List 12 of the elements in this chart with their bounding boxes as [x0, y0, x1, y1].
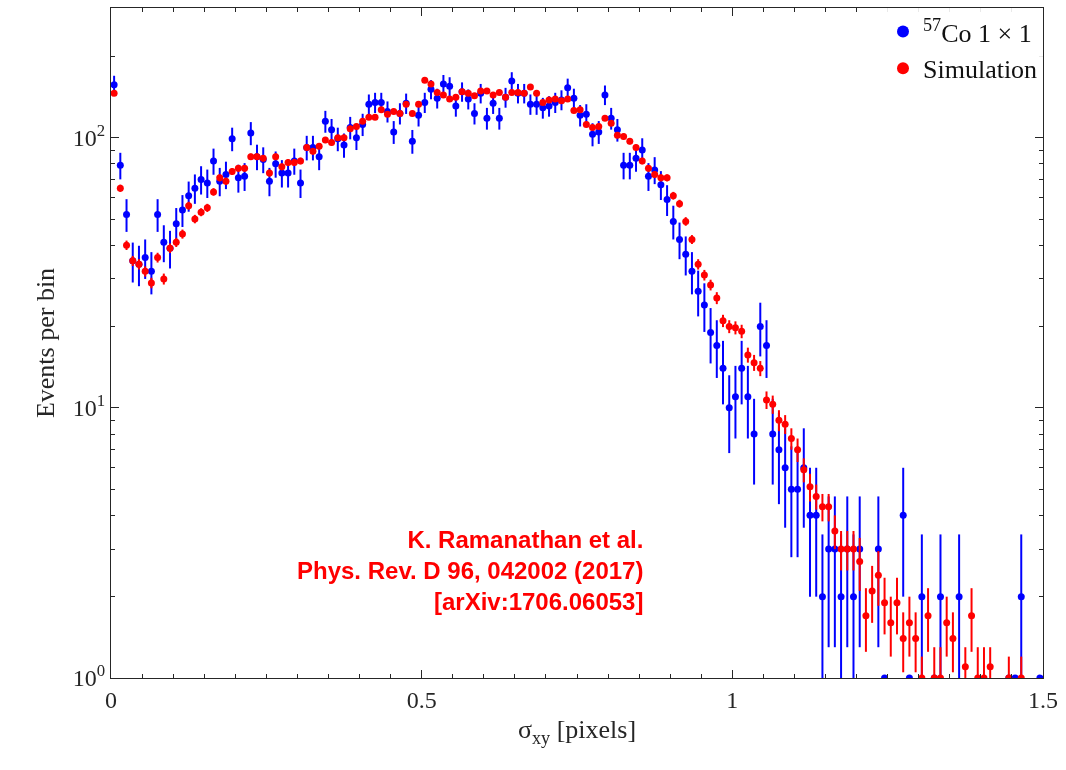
x-tick-label: 1	[726, 686, 739, 713]
legend-label: Simulation	[923, 55, 1038, 85]
y-axis-title: Events per bin	[31, 267, 61, 419]
annotation: K. Ramanathan et al. Phys. Rev. D 96, 042002 (2017) [arXiv:1706.06053]	[297, 526, 644, 616]
y-tick-label: 10$^{2}$	[72, 121, 106, 152]
legend-label: $^{57}$Co 1 × 1	[923, 14, 1032, 48]
x-tick-label: 0	[105, 686, 117, 713]
y-tick-label: 10$^{0}$	[72, 661, 106, 692]
x-tick-label: 0.5	[406, 686, 437, 713]
y-tick-label: 10$^{1}$	[72, 391, 106, 422]
x-tick-label: 1.5	[1028, 686, 1058, 713]
x-axis-title: σ$_{xy}$ [pixels]	[517, 715, 637, 748]
